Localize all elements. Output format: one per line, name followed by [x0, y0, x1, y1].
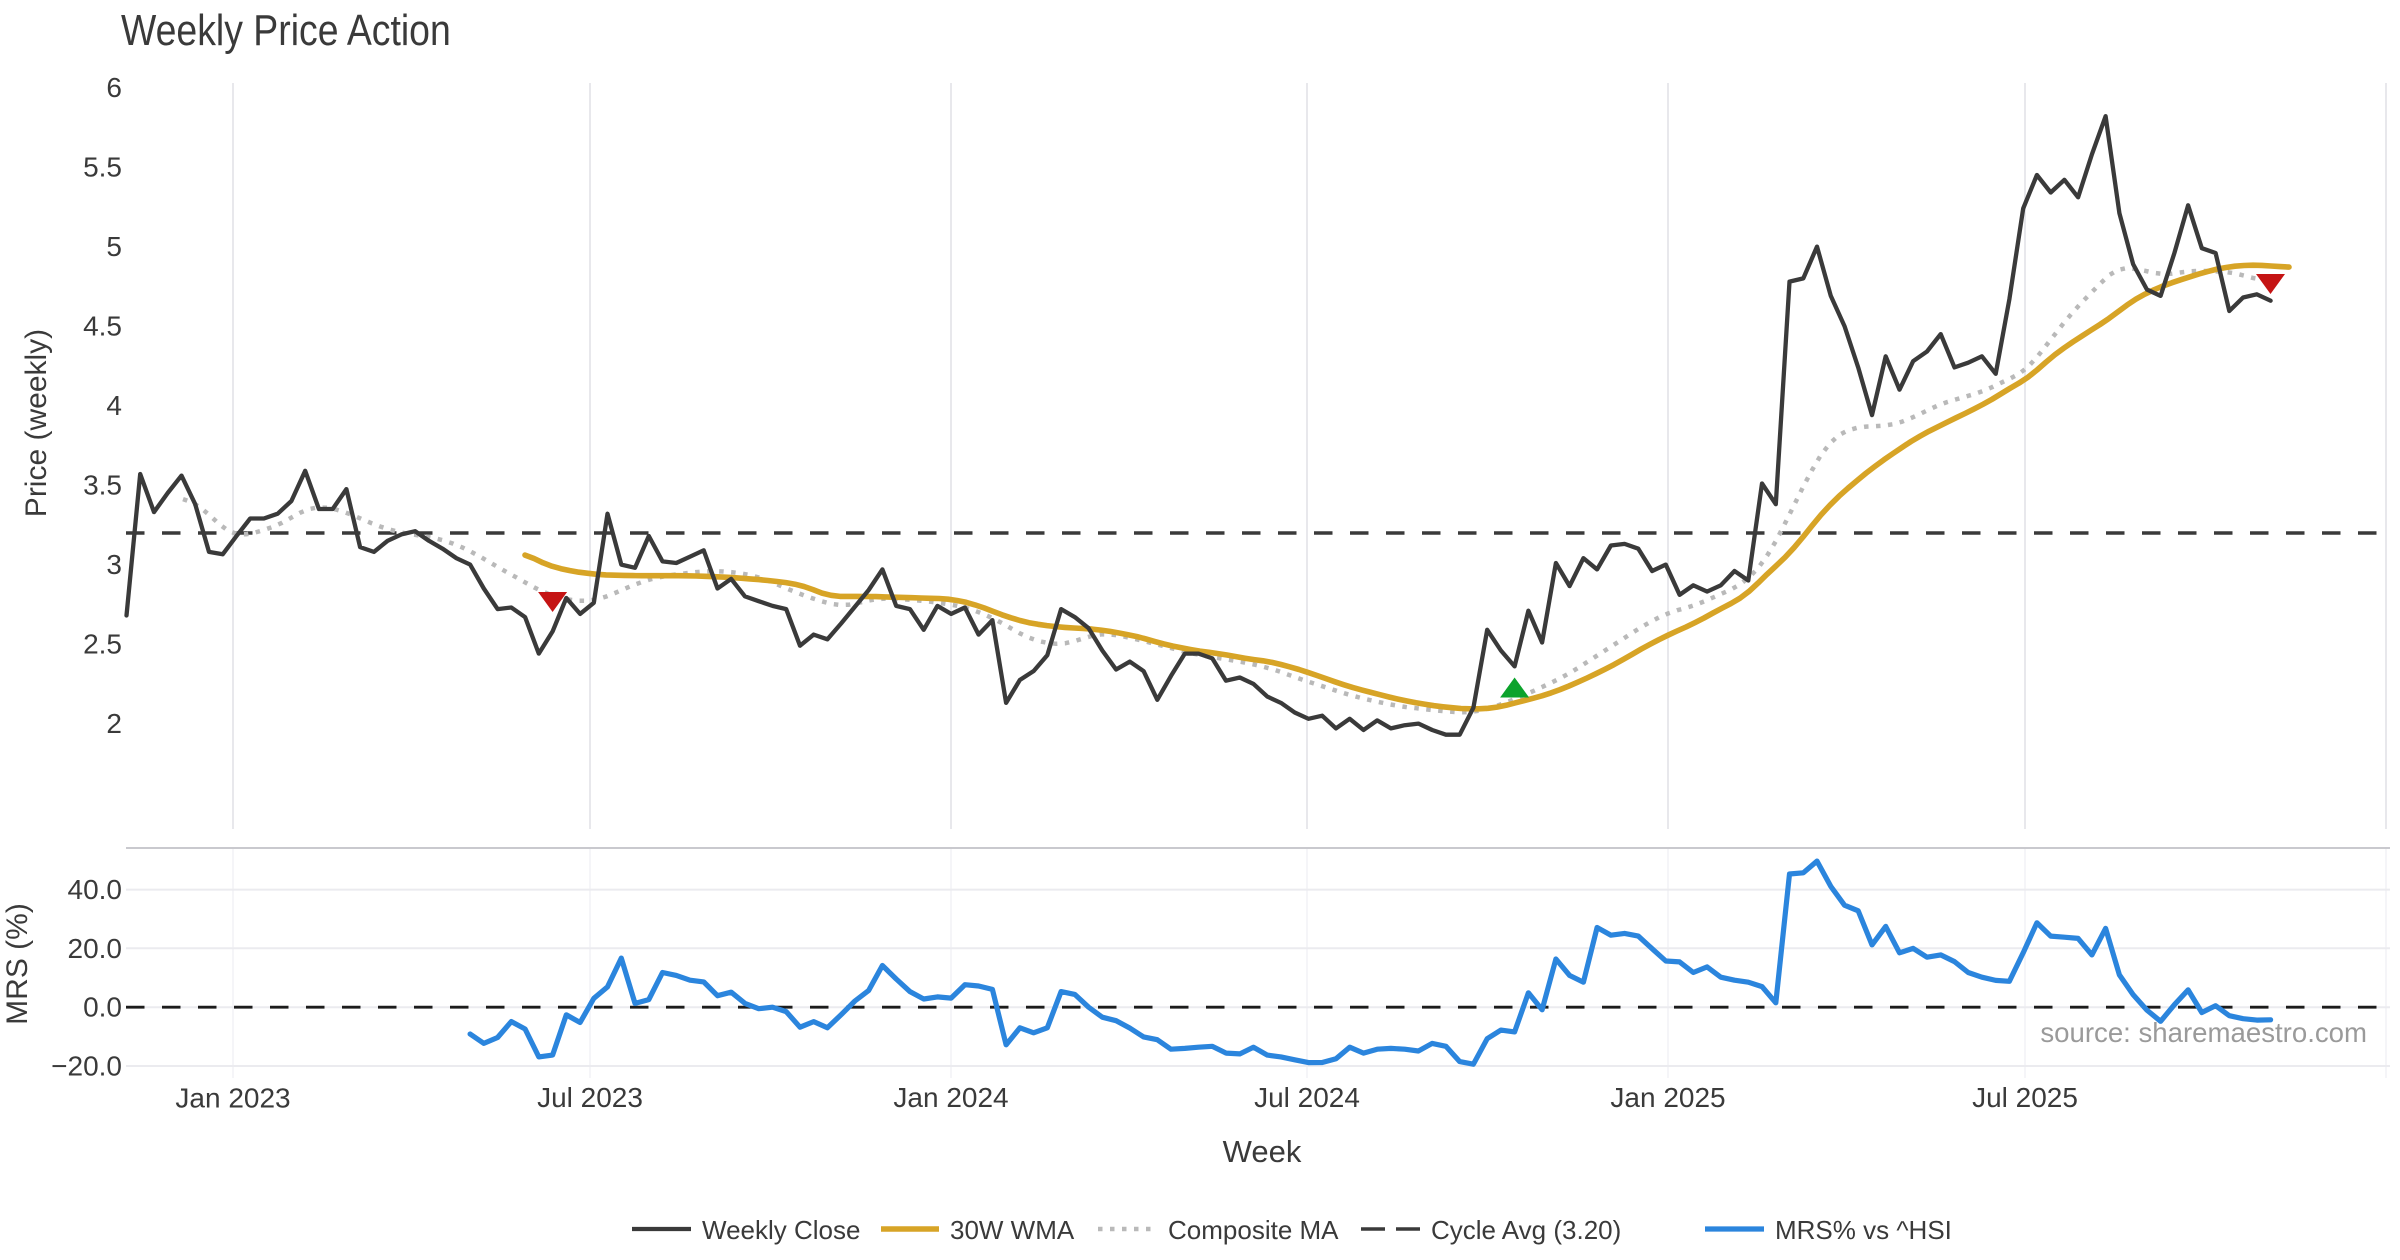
svg-text:2.5: 2.5 [83, 629, 122, 660]
svg-text:2: 2 [106, 708, 122, 739]
svg-text:−20.0: −20.0 [51, 1051, 122, 1082]
svg-text:Weekly Close: Weekly Close [702, 1215, 860, 1245]
svg-text:5: 5 [106, 231, 122, 262]
svg-text:Jul 2023: Jul 2023 [537, 1082, 643, 1113]
svg-text:5.5: 5.5 [83, 152, 122, 183]
svg-text:source: sharemaestro.com: source: sharemaestro.com [2040, 1017, 2367, 1048]
svg-text:Cycle Avg (3.20): Cycle Avg (3.20) [1431, 1215, 1621, 1245]
svg-text:4.5: 4.5 [83, 311, 122, 342]
svg-text:Price (weekly): Price (weekly) [20, 329, 53, 517]
svg-text:4: 4 [106, 390, 122, 421]
svg-text:Jul 2024: Jul 2024 [1254, 1082, 1360, 1113]
svg-text:6: 6 [106, 72, 122, 103]
svg-text:Week: Week [1223, 1134, 1302, 1169]
svg-text:40.0: 40.0 [68, 874, 123, 905]
svg-text:30W WMA: 30W WMA [950, 1215, 1075, 1245]
svg-text:Weekly Price Action: Weekly Price Action [121, 5, 451, 55]
svg-text:Jan 2025: Jan 2025 [1610, 1082, 1725, 1113]
svg-text:0.0: 0.0 [83, 992, 122, 1023]
svg-text:MRS% vs ^HSI: MRS% vs ^HSI [1775, 1215, 1952, 1245]
svg-text:Jan 2023: Jan 2023 [175, 1083, 290, 1114]
svg-text:Composite MA: Composite MA [1168, 1215, 1339, 1245]
svg-text:Jan 2024: Jan 2024 [893, 1082, 1008, 1113]
svg-text:Jul 2025: Jul 2025 [1972, 1082, 2078, 1113]
svg-text:3.5: 3.5 [83, 470, 122, 501]
svg-text:MRS (%): MRS (%) [1, 903, 34, 1025]
svg-text:20.0: 20.0 [68, 933, 123, 964]
svg-text:3: 3 [106, 549, 122, 580]
